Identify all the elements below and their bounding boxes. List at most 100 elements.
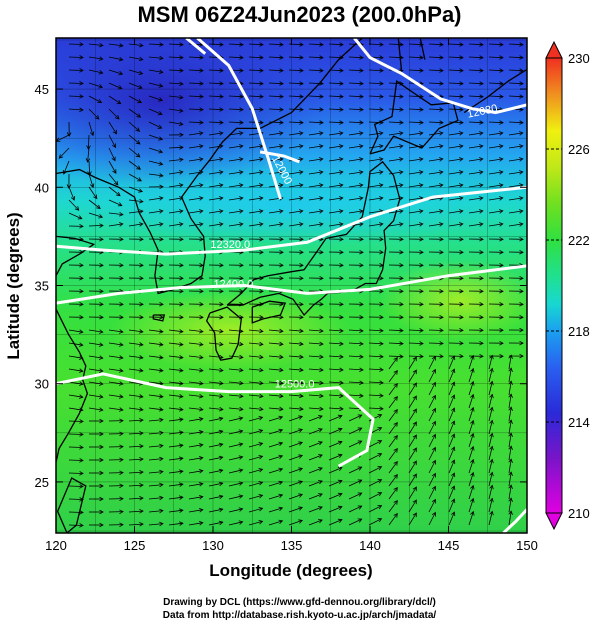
streamline-segment: [428, 210, 443, 214]
streamline-arrowhead: [359, 107, 364, 112]
streamline-arrowhead: [339, 275, 344, 281]
streamline-arrowhead: [431, 511, 436, 517]
streamline-arrowhead: [299, 354, 304, 360]
streamline-arrowhead: [318, 506, 323, 511]
streamline-segment: [408, 408, 417, 422]
streamline-segment: [488, 498, 493, 513]
streamline-arrowhead: [378, 183, 384, 188]
streamline-arrowhead: [479, 327, 484, 333]
streamline-arrowhead: [199, 314, 204, 320]
streamline-segment: [488, 95, 504, 98]
streamline-segment: [388, 197, 403, 201]
streamline-arrowhead: [379, 328, 384, 333]
streamline-segment: [208, 482, 223, 487]
streamline-segment: [468, 158, 483, 162]
streamline-segment: [508, 485, 512, 500]
streamline-arrowhead: [508, 432, 513, 438]
streamline-segment: [168, 223, 183, 227]
streamline-segment: [328, 342, 344, 345]
streamline-arrowhead: [379, 55, 384, 60]
streamline-segment: [448, 472, 455, 487]
streamline-arrowhead: [399, 107, 404, 112]
streamline-segment: [108, 342, 123, 346]
streamline-segment: [368, 43, 384, 46]
y-tick-label: 25: [35, 475, 49, 490]
streamline-segment: [348, 108, 364, 111]
streamline-arrowhead: [339, 249, 344, 255]
streamline-segment: [268, 394, 283, 397]
streamline-arrowhead: [459, 42, 464, 47]
streamline-segment: [288, 171, 303, 175]
streamline-segment: [68, 355, 83, 359]
streamline-arrowhead: [258, 507, 264, 512]
streamline-arrowhead: [178, 417, 184, 422]
streamline-segment: [428, 184, 443, 188]
height-contour-line: [196, 38, 282, 200]
streamline-arrowhead: [219, 94, 224, 99]
streamline-arrowhead: [519, 275, 524, 281]
streamline-arrowhead: [218, 196, 224, 201]
streamline-segment: [128, 355, 143, 359]
streamline-arrowhead: [318, 144, 324, 149]
streamline-segment: [248, 43, 264, 46]
streamline-arrowhead: [338, 222, 344, 227]
streamline-arrowhead: [539, 276, 543, 280]
streamline-arrowhead: [99, 42, 104, 48]
streamline-arrowhead: [438, 157, 444, 162]
streamline-arrowhead: [439, 249, 444, 255]
streamline-arrowhead: [479, 94, 484, 99]
streamline-arrowhead: [99, 457, 104, 463]
streamline-arrowhead: [378, 170, 384, 175]
streamline-segment: [268, 223, 283, 227]
streamline-arrowhead: [279, 393, 284, 399]
streamline-arrowhead: [498, 196, 504, 201]
streamline-arrowhead: [539, 223, 543, 227]
streamline-arrowhead: [378, 131, 384, 136]
streamline-arrowhead: [519, 94, 524, 99]
streamline-arrowhead: [418, 183, 424, 188]
streamline-arrowhead: [139, 262, 144, 268]
streamline-arrowhead: [359, 94, 364, 99]
streamline-arrowhead: [419, 107, 424, 112]
streamline-arrowhead: [219, 406, 224, 412]
streamline-arrowhead: [357, 505, 363, 510]
streamline-segment: [408, 69, 424, 72]
streamline-segment: [128, 210, 143, 214]
streamline-segment: [288, 481, 303, 487]
streamline-arrowhead: [399, 249, 404, 255]
streamline-arrowhead: [489, 458, 494, 464]
streamline-arrowhead: [379, 301, 384, 307]
streamline-arrowhead: [89, 183, 95, 189]
streamline-arrowhead: [439, 81, 444, 86]
streamline-segment: [148, 134, 163, 140]
streamline-arrowhead: [179, 236, 184, 242]
streamline-arrowhead: [337, 505, 343, 510]
streamline-arrowhead: [239, 68, 244, 73]
streamline-segment: [268, 442, 283, 448]
streamline-segment: [508, 43, 524, 46]
streamline-segment: [308, 355, 324, 358]
colorbar-min-arrow: [545, 512, 563, 531]
streamline-arrowhead: [218, 429, 224, 435]
streamline-arrowhead: [219, 81, 224, 86]
streamline-segment: [228, 368, 243, 371]
streamline-segment: [168, 342, 183, 346]
streamline-segment: [368, 132, 383, 136]
streamline-segment: [128, 497, 144, 500]
y-tick-label: 35: [35, 279, 49, 294]
streamline-arrowhead: [219, 120, 224, 125]
streamline-segment: [268, 381, 283, 384]
streamline-segment: [428, 121, 444, 124]
streamline-arrowhead: [479, 236, 484, 242]
streamline-arrowhead: [238, 442, 244, 447]
streamline-segment: [128, 108, 141, 118]
streamline-segment: [248, 507, 263, 513]
streamline-arrowhead: [519, 81, 524, 86]
streamline-arrowhead: [379, 42, 384, 47]
streamline-arrowhead: [239, 42, 244, 47]
streamline-arrowhead: [159, 314, 164, 320]
streamline-arrowhead: [198, 495, 204, 500]
y-axis-title: Latitude (degrees): [4, 212, 23, 359]
streamline-arrowhead: [508, 497, 513, 503]
streamline-segment: [348, 158, 363, 162]
